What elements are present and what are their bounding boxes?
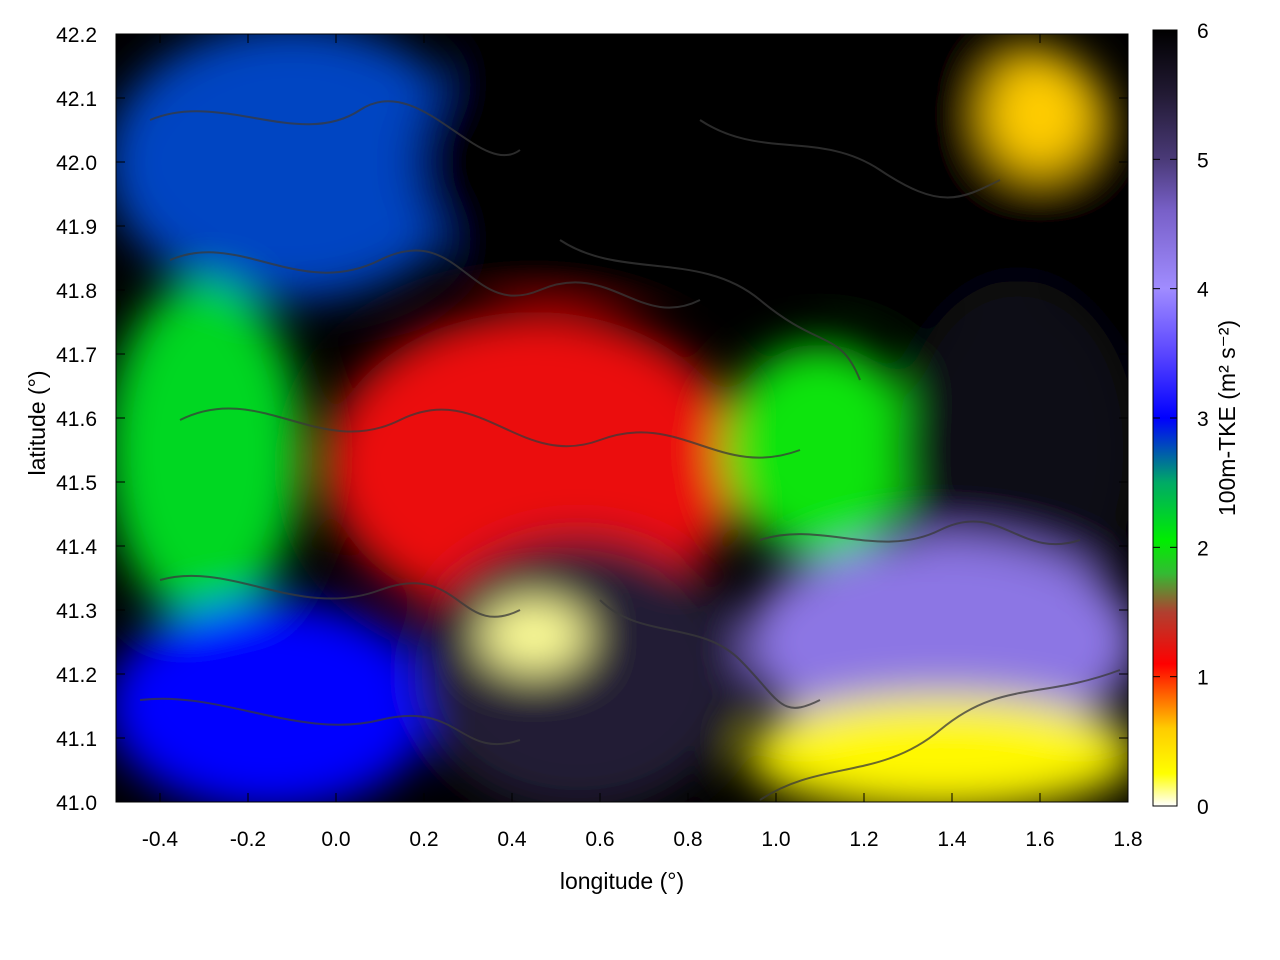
contour-line (759, 520, 1081, 546)
colorbar-tick-label: 4 (1197, 279, 1209, 302)
x-axis-label: longitude (°) (560, 868, 684, 894)
colorbar-ticks: 0 1 2 3 4 5 6 (1153, 20, 1209, 819)
terrain-contours (139, 100, 1121, 801)
y-tick-label: 41.7 (56, 344, 97, 367)
y-tick-label: 41.4 (56, 536, 97, 559)
y-tick-label: 41.8 (56, 280, 97, 303)
tke-region-central-east (722, 344, 918, 556)
contour-line (179, 407, 801, 459)
y-tick-label: 42.2 (56, 24, 97, 47)
contour-line (559, 239, 861, 381)
x-tick-label: 1.8 (1113, 828, 1142, 851)
y-tick-label: 41.5 (56, 472, 97, 495)
colorbar-tick-label: 1 (1197, 667, 1209, 690)
contour-line (139, 697, 521, 746)
x-tick-label: 1.4 (937, 828, 967, 851)
y-tick-label: 41.2 (56, 664, 97, 687)
colorbar-tick-label: 6 (1197, 20, 1209, 43)
y-axis: 41.0 41.1 41.2 41.3 41.4 41.5 41.6 41.7 41.8 41.9… (56, 24, 1128, 815)
y-tick-label: 41.9 (56, 216, 97, 239)
x-tick-label: -0.4 (142, 828, 179, 851)
contour-line (759, 669, 1121, 801)
x-tick-label: 0.2 (409, 828, 438, 851)
colorbar-tick-label: 2 (1197, 537, 1209, 560)
tke-region-sea (744, 696, 1128, 802)
y-tick-label: 41.1 (56, 728, 97, 751)
contour-line (699, 119, 1001, 199)
tke-region-southwest (116, 600, 434, 802)
x-tick-label: 0.8 (673, 828, 702, 851)
tke-region-west (116, 280, 302, 620)
x-tick-label: 1.2 (849, 828, 878, 851)
colorbar: 0 1 2 3 4 5 6 100m-TKE (m² s⁻²) (1152, 20, 1240, 819)
tke-region-northeast-hotspot (986, 56, 1094, 172)
y-tick-label: 42.1 (56, 88, 97, 111)
y-tick-label: 42.0 (56, 152, 97, 175)
x-tick-label: -0.2 (230, 828, 266, 851)
x-tick-label: 1.6 (1025, 828, 1054, 851)
colorbar-tick-label: 5 (1197, 149, 1209, 172)
tke-region-south-central-dark (414, 536, 742, 802)
plot-area (116, 34, 1128, 802)
x-tick-label: 0.4 (497, 828, 527, 851)
x-tick-label: 0.0 (321, 828, 350, 851)
colorbar-label: 100m-TKE (m² s⁻²) (1214, 320, 1240, 516)
tke-region-northeast (766, 34, 1128, 300)
contour-line (169, 249, 701, 309)
contour-line (159, 574, 521, 618)
colorbar-tick-label: 0 (1197, 796, 1209, 819)
x-axis: -0.4 -0.2 0.0 0.2 0.4 0.6 0.8 1.0 1.2 1.4 1.6 1.8 (142, 34, 1143, 851)
tke-region-southern-hotspot (480, 600, 588, 672)
contour-line (149, 100, 521, 157)
tke-region-central (326, 312, 742, 620)
contour-line (599, 599, 821, 709)
y-axis-label: latitude (°) (24, 370, 50, 475)
y-tick-label: 41.3 (56, 600, 97, 623)
colorbar-tick-label: 3 (1197, 408, 1209, 431)
tke-region-southeast-purple (744, 536, 1128, 748)
x-tick-label: 0.6 (585, 828, 614, 851)
tke-region-north-central (414, 34, 742, 300)
x-tick-label: 1.0 (761, 828, 790, 851)
tke-region-east-dark (898, 280, 1128, 620)
tke-field (116, 34, 1128, 802)
y-tick-label: 41.0 (56, 792, 97, 815)
y-tick-label: 41.6 (56, 408, 97, 431)
